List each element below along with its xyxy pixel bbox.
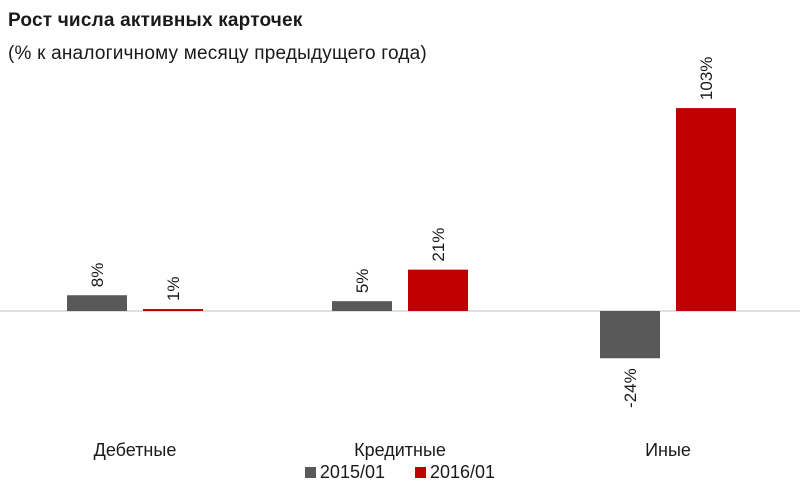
category-label-2: Иные <box>645 440 691 460</box>
bar-2015-01-0 <box>67 295 127 311</box>
bar-2016-01-1 <box>408 269 468 311</box>
value-label-2016-01-0: 1% <box>164 276 183 301</box>
bar-2015-01-2 <box>600 311 660 359</box>
value-label-2015-01-1: 5% <box>353 269 372 294</box>
legend: 2015/01 2016/01 <box>0 462 800 483</box>
legend-swatch-2016 <box>415 467 426 478</box>
legend-item-2015: 2015/01 <box>304 462 385 483</box>
bar-2016-01-0 <box>143 309 203 311</box>
category-label-0: Дебетные <box>94 440 177 460</box>
bar-2015-01-1 <box>332 301 392 311</box>
value-label-2015-01-0: 8% <box>88 263 107 288</box>
legend-label-2015: 2015/01 <box>319 462 385 482</box>
bar-2016-01-2 <box>676 108 736 311</box>
value-label-2015-01-2: -24% <box>621 368 640 408</box>
chart-subtitle: (% к аналогичному месяцу предыдущего год… <box>8 43 427 64</box>
legend-label-2016: 2016/01 <box>430 462 496 482</box>
chart-title: Рост числа активных карточек <box>8 10 303 31</box>
value-label-2016-01-1: 21% <box>429 228 448 262</box>
category-label-1: Кредитные <box>354 440 446 460</box>
value-label-2016-01-2: 103% <box>697 57 716 100</box>
legend-swatch-2015 <box>304 467 316 478</box>
legend-item-2016: 2016/01 <box>415 462 495 483</box>
